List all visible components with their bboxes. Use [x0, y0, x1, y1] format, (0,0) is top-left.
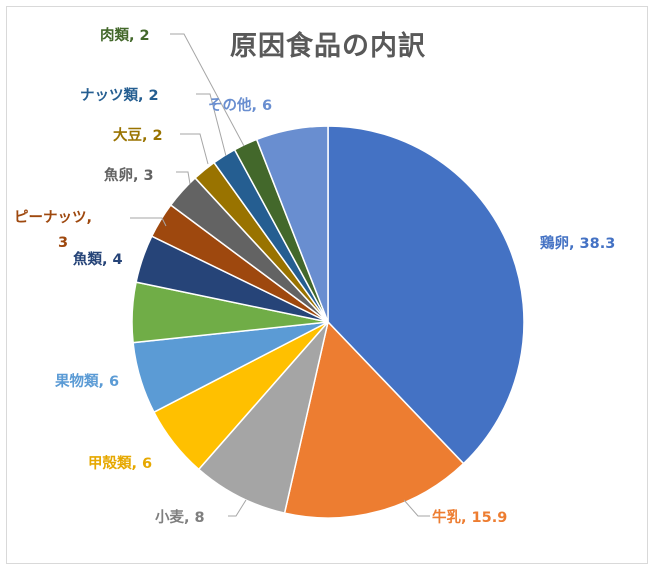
data-label-12: その他, 6: [208, 96, 272, 114]
leader-line-1: [403, 499, 430, 517]
data-label-6: 魚類, 4: [73, 250, 123, 268]
data-label-10: ナッツ類, 2: [80, 87, 159, 104]
data-label-2: 小麦, 8: [155, 508, 205, 526]
pie-slice-0: [327, 125, 525, 465]
data-label-8: 魚卵, 3: [104, 166, 154, 184]
leader-line-8: [176, 171, 191, 185]
data-label-4: 果物類, 6: [54, 372, 119, 390]
pie-slice-2: [197, 321, 329, 515]
data-label-3: 甲殻類, 6: [88, 455, 152, 472]
leader-line-11: [170, 33, 245, 147]
leader-line-7: [130, 217, 167, 227]
data-label-1: 牛乳, 15.9: [432, 508, 507, 526]
leader-line-9: [180, 133, 209, 165]
chart-title: 原因食品の内訳: [230, 31, 426, 62]
pie-slice-1: [283, 320, 465, 519]
data-label-0: 鶏卵, 38.3: [540, 234, 615, 252]
data-label-7: ピーナッツ,: [14, 209, 92, 226]
data-label-value-7: 3: [58, 235, 68, 251]
pie-slice-12: [255, 125, 329, 323]
leader-line-2: [228, 499, 247, 517]
data-label-9: 大豆, 2: [113, 126, 163, 144]
leader-line-10: [196, 93, 227, 157]
data-label-11: 肉類, 2: [100, 27, 150, 44]
